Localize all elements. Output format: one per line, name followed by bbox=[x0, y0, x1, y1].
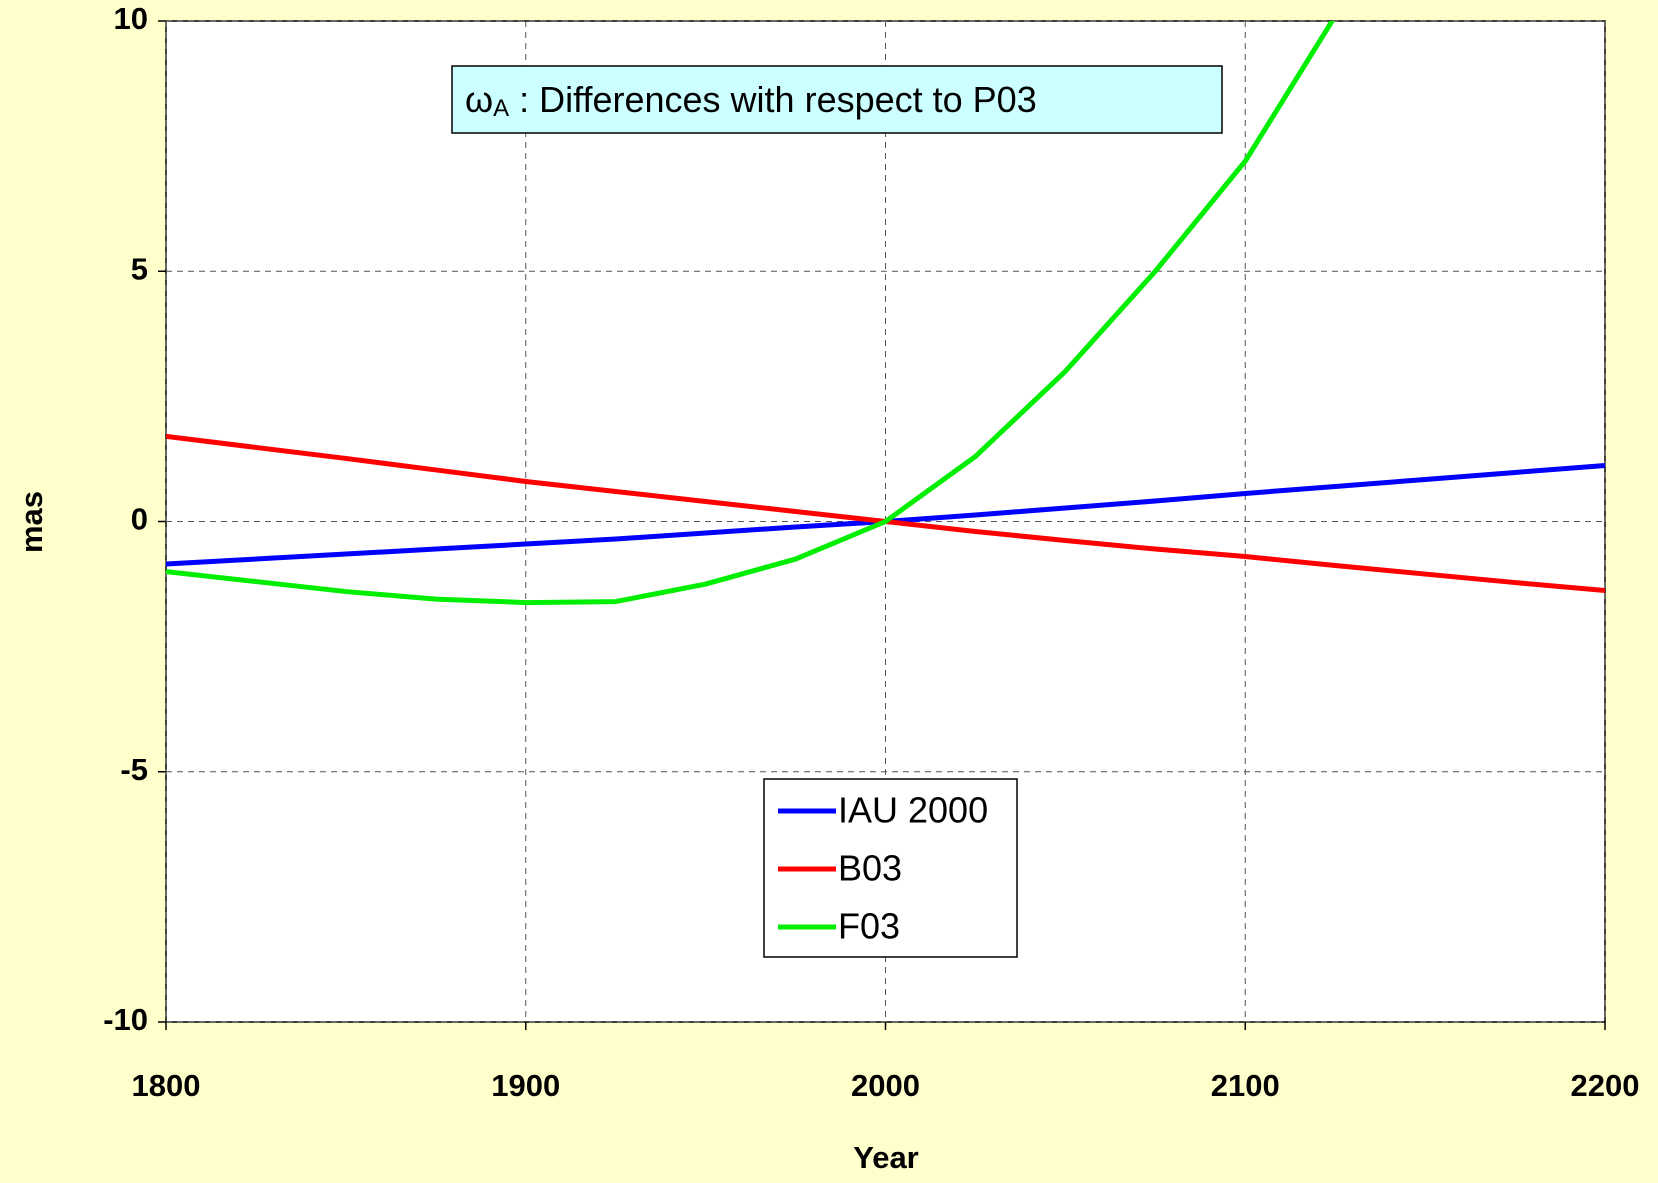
y-tick-label: 10 bbox=[114, 1, 148, 36]
x-tick-label: 2000 bbox=[851, 1068, 920, 1103]
y-axis-label: mas bbox=[14, 491, 49, 553]
lines bbox=[166, 21, 1605, 606]
y-tick-label: 5 bbox=[131, 251, 148, 286]
title-subscript: A bbox=[493, 95, 509, 122]
legend-label: B03 bbox=[838, 848, 902, 889]
title-symbol: ω bbox=[465, 79, 493, 120]
x-tick-label: 2100 bbox=[1211, 1068, 1280, 1103]
grid bbox=[158, 20, 1606, 1030]
y-tick-label: 0 bbox=[131, 502, 148, 537]
y-tick-label: -10 bbox=[103, 1002, 148, 1037]
legend: IAU 2000 B03 F03 bbox=[763, 778, 1018, 958]
x-tick-label: 2200 bbox=[1571, 1068, 1640, 1103]
title-box bbox=[451, 65, 1223, 134]
x-axis-label: Year bbox=[853, 1140, 919, 1175]
legend-label: IAU 2000 bbox=[838, 790, 988, 831]
title-text: : Differences with respect to P03 bbox=[519, 79, 1037, 120]
chart-title: ωA : Differences with respect to P03 bbox=[465, 79, 1037, 123]
series-line bbox=[166, 21, 1336, 606]
y-tick-label: -5 bbox=[120, 752, 148, 787]
legend-label: F03 bbox=[838, 906, 900, 947]
x-tick-label: 1800 bbox=[132, 1068, 201, 1103]
x-tick-label: 1900 bbox=[491, 1068, 560, 1103]
